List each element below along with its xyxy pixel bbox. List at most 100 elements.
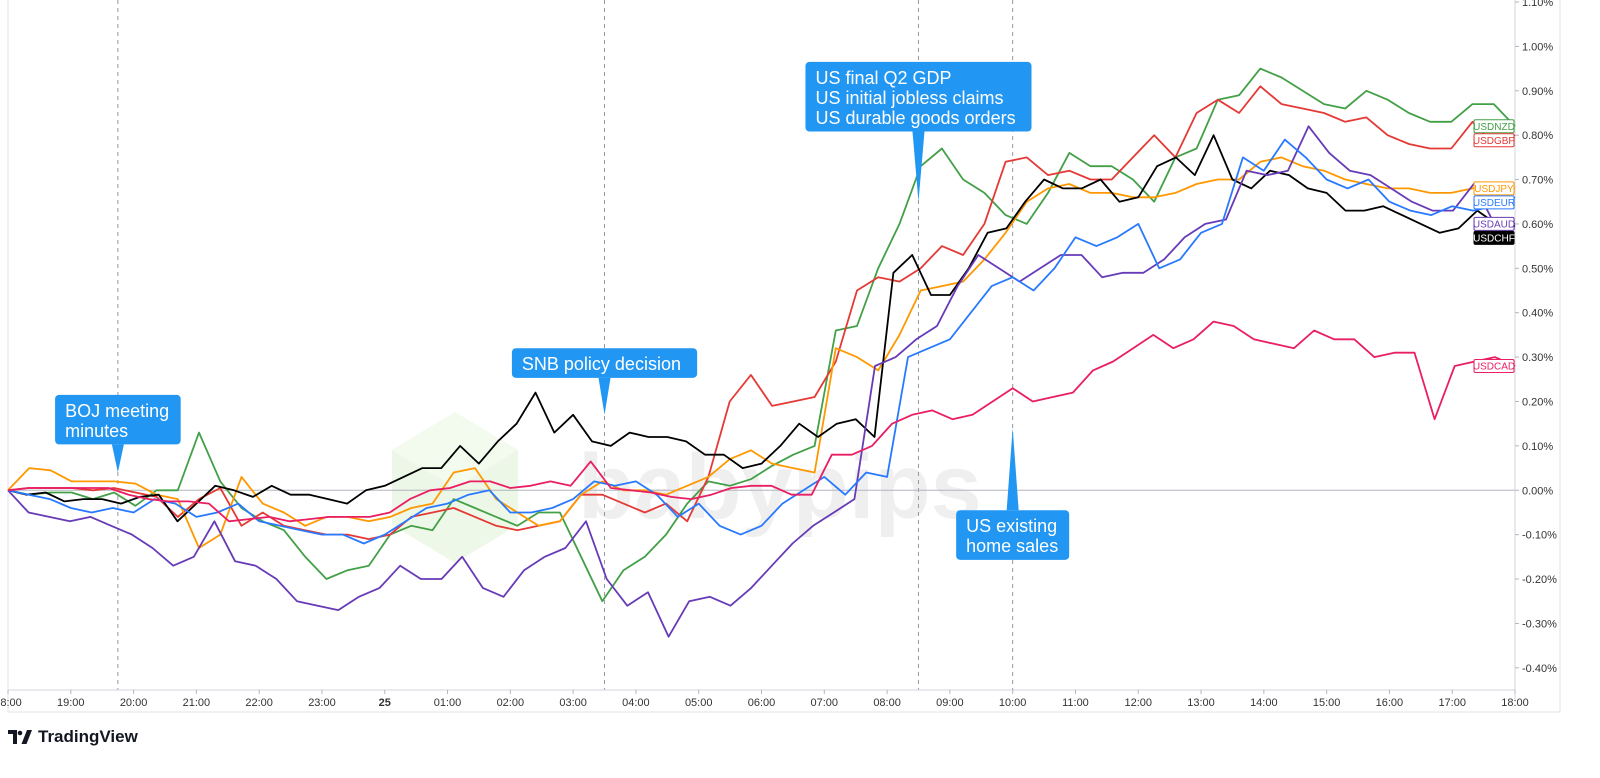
series-layer	[7, 67, 1516, 638]
series-label-text: USDGBP	[1473, 136, 1516, 147]
x-tick-label: 07:00	[811, 697, 839, 709]
x-tick-label: 25	[379, 697, 391, 709]
tradingview-logo-icon	[8, 730, 32, 744]
callout-pointer	[912, 131, 925, 202]
y-tick-label: 0.50%	[1522, 263, 1553, 275]
x-tick-label: 10:00	[999, 697, 1027, 709]
x-tick-label: 11:00	[1062, 697, 1089, 709]
x-tick-label: 23:00	[308, 697, 336, 709]
brand-name: TradingView	[38, 727, 138, 746]
y-tick-label: 0.70%	[1522, 175, 1553, 187]
series-label-box	[1473, 181, 1515, 196]
y-tick-label: -0.40%	[1522, 663, 1557, 675]
series-line-usdjpy	[7, 156, 1516, 549]
y-tick-label: 0.80%	[1522, 130, 1553, 142]
callout-pointer	[598, 377, 611, 415]
y-tick-label: -0.30%	[1522, 618, 1557, 630]
watermark-text: babypips	[578, 436, 982, 538]
x-tick-label: 19:00	[57, 697, 85, 709]
callout-box	[55, 394, 181, 445]
callout-pointer	[111, 444, 124, 473]
y-tick-label: 0.90%	[1522, 86, 1553, 98]
x-tick-label: 08:00	[873, 697, 901, 709]
series-label-text: USDEUR	[1473, 198, 1515, 209]
x-tick-label: 06:00	[748, 697, 776, 709]
x-tick-label: 13:00	[1187, 697, 1215, 709]
callout-text: US initial jobless claims	[815, 88, 1003, 108]
x-tick-label: 03:00	[559, 697, 587, 709]
y-tick-label: -0.10%	[1522, 530, 1557, 542]
y-tick-label: 0.10%	[1522, 441, 1553, 453]
x-tick-label: 15:00	[1313, 697, 1341, 709]
callout-snb: SNB policy decision	[511, 348, 698, 415]
x-tick-label: 17:00	[1438, 697, 1466, 709]
series-label-usdgbp: USDGBP	[1473, 133, 1516, 148]
babypips-cube-icon	[392, 412, 518, 563]
x-tick-label: 18:00	[0, 697, 22, 709]
series-label-box	[1473, 133, 1515, 148]
x-tick-label: 20:00	[120, 697, 148, 709]
x-tick-label: 01:00	[434, 697, 462, 709]
x-tick-label: 14:00	[1250, 697, 1278, 709]
callout-text: US durable goods orders	[815, 108, 1015, 128]
x-tick-label: 05:00	[685, 697, 713, 709]
callout-text: SNB policy decision	[522, 354, 681, 374]
x-tick-label: 02:00	[497, 697, 525, 709]
series-line-usdaud	[7, 125, 1515, 638]
callout-box	[511, 348, 698, 378]
y-tick-label: 1.10%	[1522, 0, 1553, 9]
series-line-usdcad	[7, 320, 1516, 523]
series-label-usdnzd: USDNZD	[1473, 119, 1515, 134]
callout-text: US final Q2 GDP	[815, 68, 951, 88]
callout-box	[956, 510, 1070, 560]
series-line-usdgbp	[7, 85, 1516, 540]
series-line-usdchf	[7, 134, 1516, 523]
y-tick-label: 1.00%	[1522, 41, 1553, 53]
series-label-usdjpy: USDJPY	[1473, 181, 1515, 196]
series-line-usdnzd	[7, 67, 1516, 603]
series-label-text: USDCAD	[1473, 361, 1515, 372]
y-tick-label: 0.40%	[1522, 308, 1553, 320]
series-label-box	[1473, 119, 1515, 134]
series-label-usdcad: USDCAD	[1473, 358, 1515, 373]
callout-text: minutes	[65, 421, 128, 441]
y-tick-label: 0.20%	[1522, 396, 1553, 408]
y-tick-label: 0.00%	[1522, 485, 1553, 497]
y-tick-label: 0.60%	[1522, 219, 1553, 231]
series-label-box	[1473, 195, 1515, 210]
series-label-usdchf: USDCHF	[1473, 230, 1515, 245]
axes: 1.10% 1.00% 0.90% 0.80% 0.70% 0.60% 0.50% 0.40%…	[0, 0, 1561, 713]
series-label-usdeur: USDEUR	[1473, 195, 1515, 210]
series-label-usdaud: USDAUD	[1473, 216, 1515, 231]
x-tick-label: 18:00	[1501, 697, 1529, 709]
y-tick-label: -0.20%	[1522, 574, 1557, 586]
series-label-box	[1473, 216, 1515, 231]
callout-text: BOJ meeting	[65, 401, 169, 421]
x-tick-label: 04:00	[622, 697, 650, 709]
x-tick-label: 09:00	[936, 697, 964, 709]
callout-pointer	[1006, 428, 1019, 511]
series-label-text: USDCHF	[1473, 233, 1515, 244]
callout-text: US existing	[966, 516, 1057, 536]
callout-text: home sales	[966, 536, 1058, 556]
series-label-box	[1473, 230, 1515, 245]
y-tick-label: 0.30%	[1522, 352, 1553, 364]
series-label-text: USDNZD	[1473, 122, 1515, 133]
series-end-labels: USDNZD USDGBP USDJPY USDEUR USDAUD USDCHF USDC…	[1473, 119, 1516, 373]
series-label-text: USDJPY	[1474, 184, 1514, 195]
x-tick-label: 22:00	[245, 697, 273, 709]
series-line-usdeur	[7, 138, 1516, 545]
x-tick-label: 16:00	[1376, 697, 1404, 709]
series-label-text: USDAUD	[1473, 219, 1515, 230]
x-tick-label: 21:00	[183, 697, 211, 709]
x-tick-label: 12:00	[1124, 697, 1152, 709]
callout-box	[805, 61, 1032, 132]
tradingview-brand[interactable]: TradingView	[8, 727, 138, 747]
series-label-box	[1473, 358, 1515, 373]
